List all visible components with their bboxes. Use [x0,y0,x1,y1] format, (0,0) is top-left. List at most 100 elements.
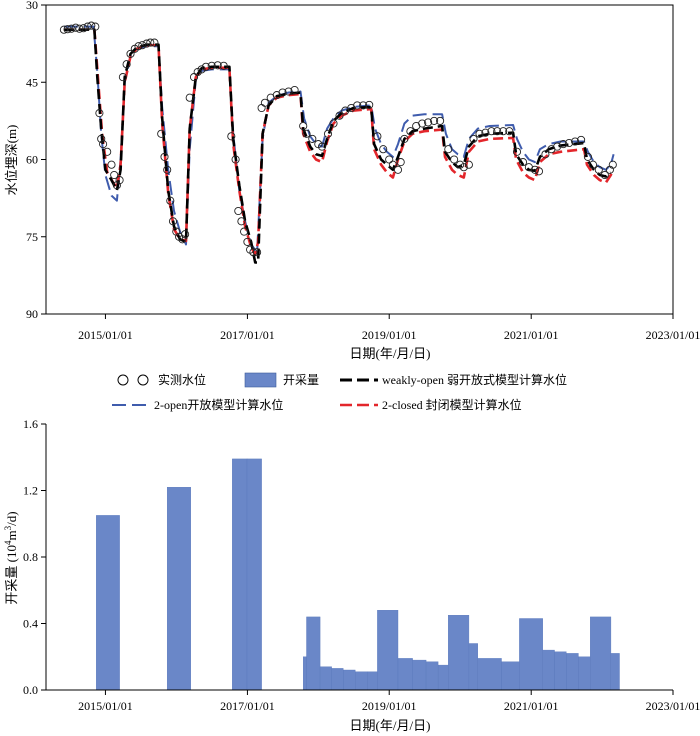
observed-point [335,111,344,120]
pumping-bar [578,656,591,691]
observed-point [436,116,445,125]
legend-label-closed: 2-closed 封闭模型计算水位 [382,397,522,412]
top-ylabel: 水位埋深(m) [4,125,19,196]
observed-point [505,127,514,136]
observed-point [406,127,415,136]
observed-point [400,134,409,143]
observed-point [249,248,258,257]
observed-point [317,142,327,151]
pumping-bar [542,649,555,691]
observed-point [234,206,243,216]
observed-point [359,101,368,110]
observed-point [157,129,166,138]
observed-point [530,165,539,174]
legend-item-pumping: 开采量 [244,372,319,388]
observed-point [97,134,106,143]
observed-point [418,119,427,128]
top-plot-area [59,21,617,264]
observed-point [118,73,127,82]
observed-point [499,127,508,136]
legend-item-open: 2-open开放模型计算水位 [112,397,283,412]
observed-point [278,88,287,97]
observed-point [91,22,100,31]
legend-item-observed: 实测水位 [117,372,206,387]
observed-point [83,22,92,31]
pumping-chart: 开采量 (104m3/d) 0.0 0.4 0.8 1.2 1.6 2015/01/01… [3,417,700,733]
legend-box-pumping [244,372,277,388]
observed-point [450,155,459,164]
top-x-tick-label: 2015/01/01 [78,328,133,342]
observed-point [134,42,143,51]
pumping-bar [477,658,502,691]
observed-point [178,235,187,244]
observed-point [163,165,172,174]
pumping-bar [566,653,579,691]
bottom-x-tick-label: 2019/01/01 [362,699,417,713]
observed-point [444,145,453,154]
observed-point [464,160,473,169]
observed-point [168,217,178,226]
observed-point [385,155,394,164]
observed-point [231,155,240,164]
bottom-y-tick-label: 1.2 [23,484,38,498]
observed-point [559,140,568,149]
bottom-y-tick-label: 1.6 [23,417,38,431]
observed-point [373,132,382,141]
top-x-ticks: 2015/01/01 2017/01/01 2019/01/01 2021/01/01… [78,314,700,342]
observed-point [227,132,236,141]
observed-point [284,87,293,96]
pumping-bar [306,616,321,691]
observed-point [577,135,586,144]
observed-point [207,61,216,70]
observed-point [260,98,269,107]
observed-point [583,152,592,161]
top-y-tick-label: 90 [26,307,38,321]
legend-item-weakly-open: weakly-open 弱开放式模型计算水位 [340,372,567,387]
pumping-bar [412,659,427,691]
observed-point [481,128,490,137]
observed-point [240,227,249,236]
pumping-bar [501,661,520,691]
top-y-tick-label: 75 [26,230,38,244]
bottom-x-tick-label: 2021/01/01 [504,699,559,713]
pumping-bar [425,661,439,691]
observed-point [565,138,574,148]
legend-label-pumping: 开采量 [283,373,319,387]
observed-point [487,127,496,136]
top-x-tick-label: 2019/01/01 [362,328,417,342]
series-line-2 [63,25,615,254]
observed-point [257,103,266,113]
pumping-bar [448,615,470,691]
top-y-tick-label: 60 [26,153,38,167]
observed-point [115,176,124,185]
pumping-bar [166,487,191,691]
observed-point [493,127,502,136]
observed-point [107,160,116,169]
observed-point [201,62,210,71]
pumping-bar [468,643,478,691]
observed-point [103,147,112,156]
legend-label-observed: 实测水位 [158,372,206,387]
bottom-ylabel-sup2: 3 [3,525,13,530]
observed-point [475,129,484,138]
observed-point [87,21,96,30]
observed-point [122,60,131,69]
observed-point [126,49,135,58]
observed-point [588,160,598,169]
pumping-bar [343,669,356,691]
bottom-ylabel-a: 开采量 (10 [4,545,19,605]
observed-point [172,227,181,236]
bottom-xlabel: 日期(年/月/日) [350,718,431,733]
observed-point [95,109,104,118]
observed-point [290,85,299,95]
bottom-y-tick-label: 0.8 [23,550,38,564]
observed-point [512,147,522,156]
observed-point [430,116,439,125]
bottom-x-ticks: 2015/01/01 2017/01/01 2019/01/01 2021/01/01… [78,690,700,713]
pumping-bar [590,616,612,691]
bottom-x-tick-label: 2023/01/01 [646,699,700,713]
bottom-x-tick-label: 2015/01/01 [78,699,133,713]
top-plot-frame [45,4,674,315]
